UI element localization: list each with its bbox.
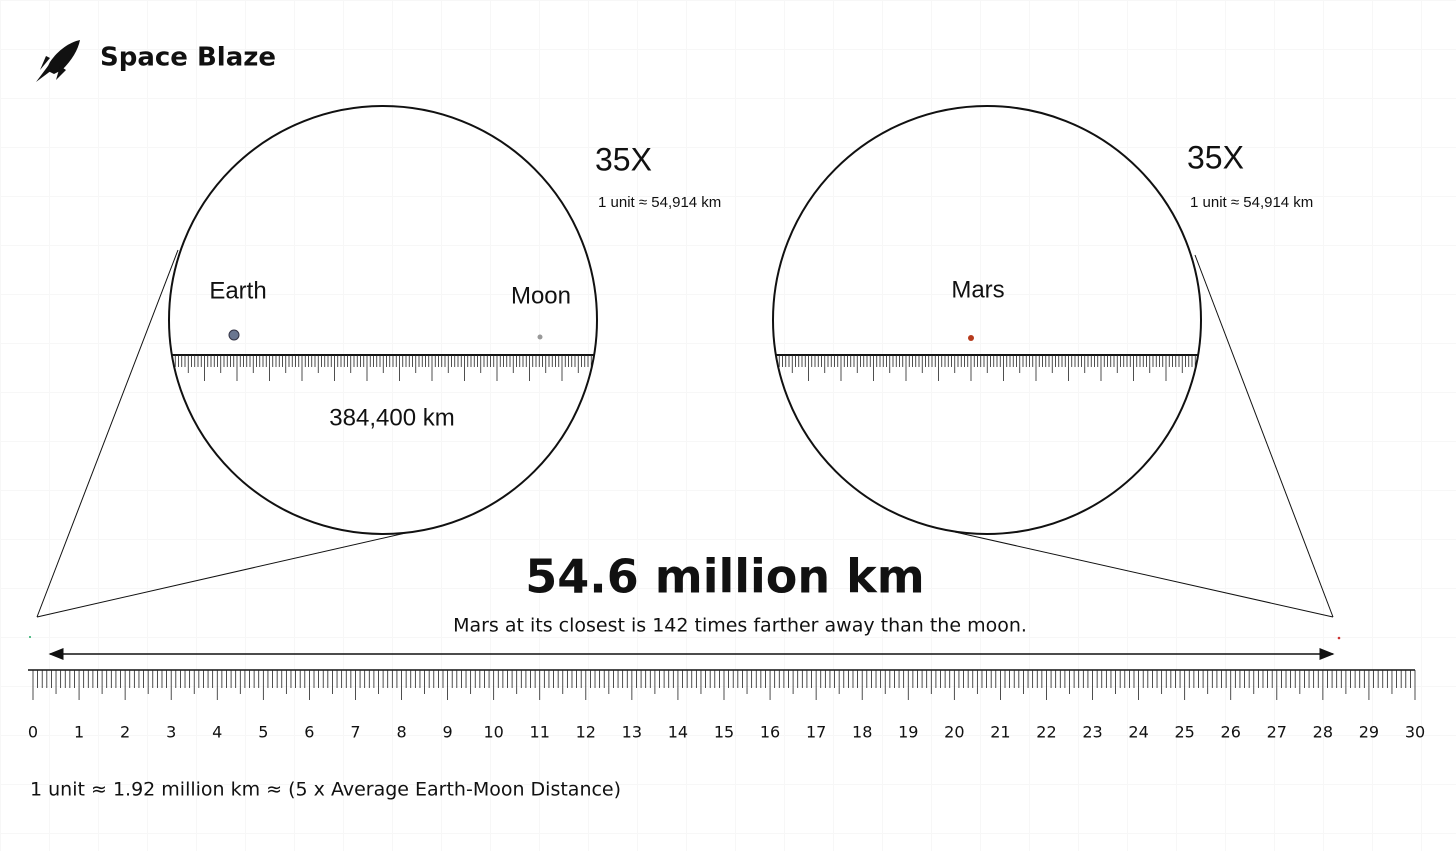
ruler-label: 30 xyxy=(1405,723,1425,742)
unit-label: 1 unit ≈ 54,914 km xyxy=(598,194,721,211)
ruler-label: 26 xyxy=(1221,723,1241,742)
body-label: Earth xyxy=(209,277,266,304)
mars-dot xyxy=(1337,636,1341,640)
ruler-label: 23 xyxy=(1082,723,1102,742)
ruler-label: 28 xyxy=(1313,723,1333,742)
brand: Space Blaze xyxy=(100,43,276,73)
distance-label: 384,400 km xyxy=(329,404,454,431)
ruler-label: 16 xyxy=(760,723,780,742)
ruler-label: 29 xyxy=(1359,723,1379,742)
zoom-connector xyxy=(36,531,411,618)
ruler-label: 11 xyxy=(530,723,550,742)
ruler-label: 20 xyxy=(944,723,964,742)
zoom-circle xyxy=(168,105,598,535)
mars xyxy=(968,335,974,341)
ruler-label: 17 xyxy=(806,723,826,742)
scale-label: 35X xyxy=(1187,139,1244,175)
ruler-label: 19 xyxy=(898,723,918,742)
subtitle: Mars at its closest is 142 times farther… xyxy=(453,615,1027,637)
inner-ruler xyxy=(171,354,596,381)
ruler-label: 9 xyxy=(443,723,453,742)
ruler-label: 12 xyxy=(576,723,596,742)
ruler-label: 13 xyxy=(622,723,642,742)
ruler-label: 15 xyxy=(714,723,734,742)
ruler-label: 24 xyxy=(1128,723,1148,742)
ruler-label: 10 xyxy=(483,723,503,742)
ruler-label: 0 xyxy=(28,723,38,742)
earth-dot xyxy=(29,636,31,638)
body-label: Moon xyxy=(511,282,571,309)
unit-label: 1 unit ≈ 54,914 km xyxy=(1190,194,1313,211)
ruler-label: 8 xyxy=(396,723,406,742)
body-label: Mars xyxy=(951,276,1004,303)
ruler-label: 14 xyxy=(668,723,688,742)
zoom-connector xyxy=(1194,254,1334,618)
headline: 54.6 million km xyxy=(525,550,924,604)
scale-label: 35X xyxy=(595,141,652,177)
zoom-circle xyxy=(772,105,1202,535)
ruler-label: 4 xyxy=(212,723,222,742)
ruler-label: 21 xyxy=(990,723,1010,742)
ruler-label: 22 xyxy=(1036,723,1056,742)
zoom-views: 35X 1 unit ≈ 54,914 km Earth Moon 384,400 km… xyxy=(36,105,1334,618)
ruler-label: 2 xyxy=(120,723,130,742)
ruler-label: 5 xyxy=(258,723,268,742)
zoom-connector xyxy=(36,249,179,618)
earth xyxy=(228,329,240,341)
logo xyxy=(36,40,80,82)
footnote: 1 unit ≈ 1.92 million km ≈ (5 x Average … xyxy=(30,779,621,801)
ruler-label: 1 xyxy=(74,723,84,742)
ruler-label: 27 xyxy=(1267,723,1287,742)
ruler-label: 25 xyxy=(1174,723,1194,742)
zoom-connector xyxy=(954,531,1334,618)
ruler-label: 7 xyxy=(350,723,360,742)
main-ruler: 0 1 2 3 4 5 6 7 8 9 10 11 12 13 14 15 16 17 18 19 20 21 22 23 24… xyxy=(28,669,1425,742)
ruler-label: 6 xyxy=(304,723,314,742)
ruler-label: 3 xyxy=(166,723,176,742)
moon xyxy=(537,334,543,340)
ruler-label: 18 xyxy=(852,723,872,742)
